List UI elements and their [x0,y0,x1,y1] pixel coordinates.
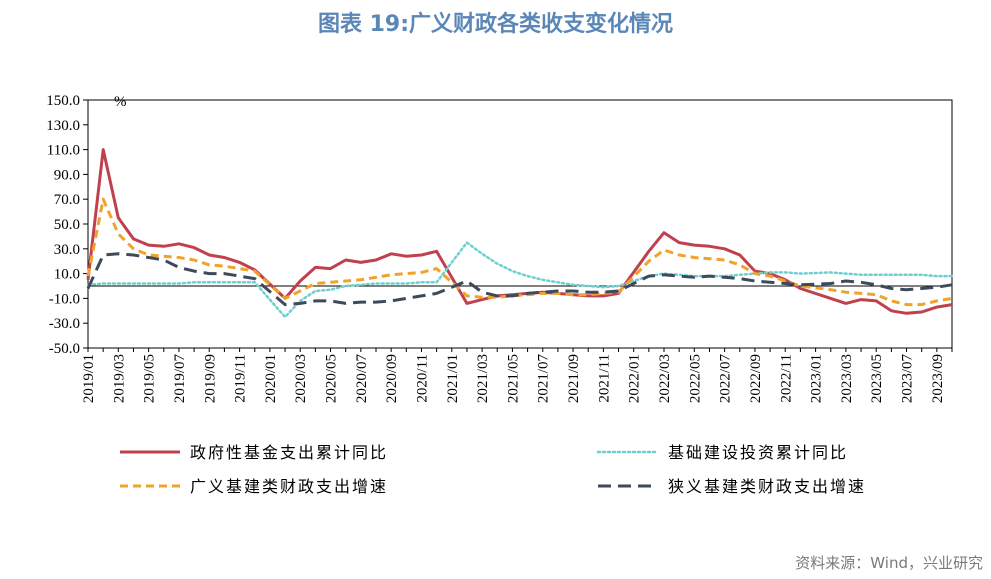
x-tick-label: 2020/03 [293,354,309,403]
x-tick-label: 2022/03 [657,354,673,403]
x-tick-label: 2021/11 [596,354,612,403]
y-tick-label: 10.0 [54,267,80,283]
x-tick-label: 2023/07 [900,354,916,404]
x-tick-label: 2021/09 [566,354,582,403]
x-tick-label: 2023/03 [839,354,855,403]
series-line-4 [86,252,953,307]
y-tick-label: -10.0 [49,291,80,307]
x-tick-label: 2021/07 [536,354,552,404]
x-tick-label: 2020/07 [354,354,370,404]
y-tick-label: 130.0 [46,118,80,134]
series-line-3 [86,197,953,307]
x-tick-label: 2019/05 [142,354,158,403]
x-tick-label: 2019/11 [233,354,249,403]
x-tick-label: 2019/03 [111,354,127,403]
legend-label-2: 基础建设投资累计同比 [668,443,848,462]
x-tick-label: 2021/03 [475,354,491,403]
legend-label-3: 广义基建类财政支出增速 [190,477,388,496]
x-tick-label: 2023/09 [930,354,946,403]
x-tick-label: 2020/01 [263,354,279,403]
x-tick-label: 2022/05 [687,354,703,403]
x-tick-label: 2023/05 [869,354,885,403]
x-tick-label: 2021/01 [445,354,461,403]
y-tick-label: 150.0 [46,93,80,109]
plot-frame [87,99,953,349]
y-tick-label: 50.0 [54,217,80,233]
x-tick-label: 2019/07 [172,354,188,404]
y-tick-label: 90.0 [54,167,80,183]
x-tick-label: 2023/01 [809,354,825,403]
chart-title: 图表 19:广义财政各类收支变化情况 [317,12,674,37]
y-tick-label: 110.0 [47,143,80,159]
x-tick-label: 2020/05 [324,354,340,403]
x-tick-label: 2019/09 [202,354,218,403]
y-unit-label: % [114,94,127,110]
x-tick-label: 2022/07 [718,354,734,404]
y-tick-label: -30.0 [49,316,80,332]
x-tick-label: 2022/01 [627,354,643,403]
series-layer [86,148,954,319]
x-tick-label: 2019/01 [81,354,97,403]
legend-label-1: 政府性基金支出累计同比 [190,443,388,462]
y-tick-label: -50.0 [49,341,80,357]
x-tick-label: 2022/09 [748,354,764,403]
x-tick-label: 2021/05 [505,354,521,403]
y-tick-label: 70.0 [54,192,80,208]
axis-layer: 150.0 130.0 110.0 90.0 70.0 50.0 30.0 10.0 -10.0… [46,93,953,404]
x-tick-label: 2020/11 [414,354,430,403]
source-note: 资料来源：Wind，兴业研究 [795,554,983,572]
legend-label-4: 狭义基建类财政支出增速 [668,477,866,496]
x-tick-label: 2020/09 [384,354,400,403]
series-line-2 [86,241,954,319]
y-tick-label: 30.0 [54,242,80,258]
x-tick-label: 2022/11 [778,354,794,403]
